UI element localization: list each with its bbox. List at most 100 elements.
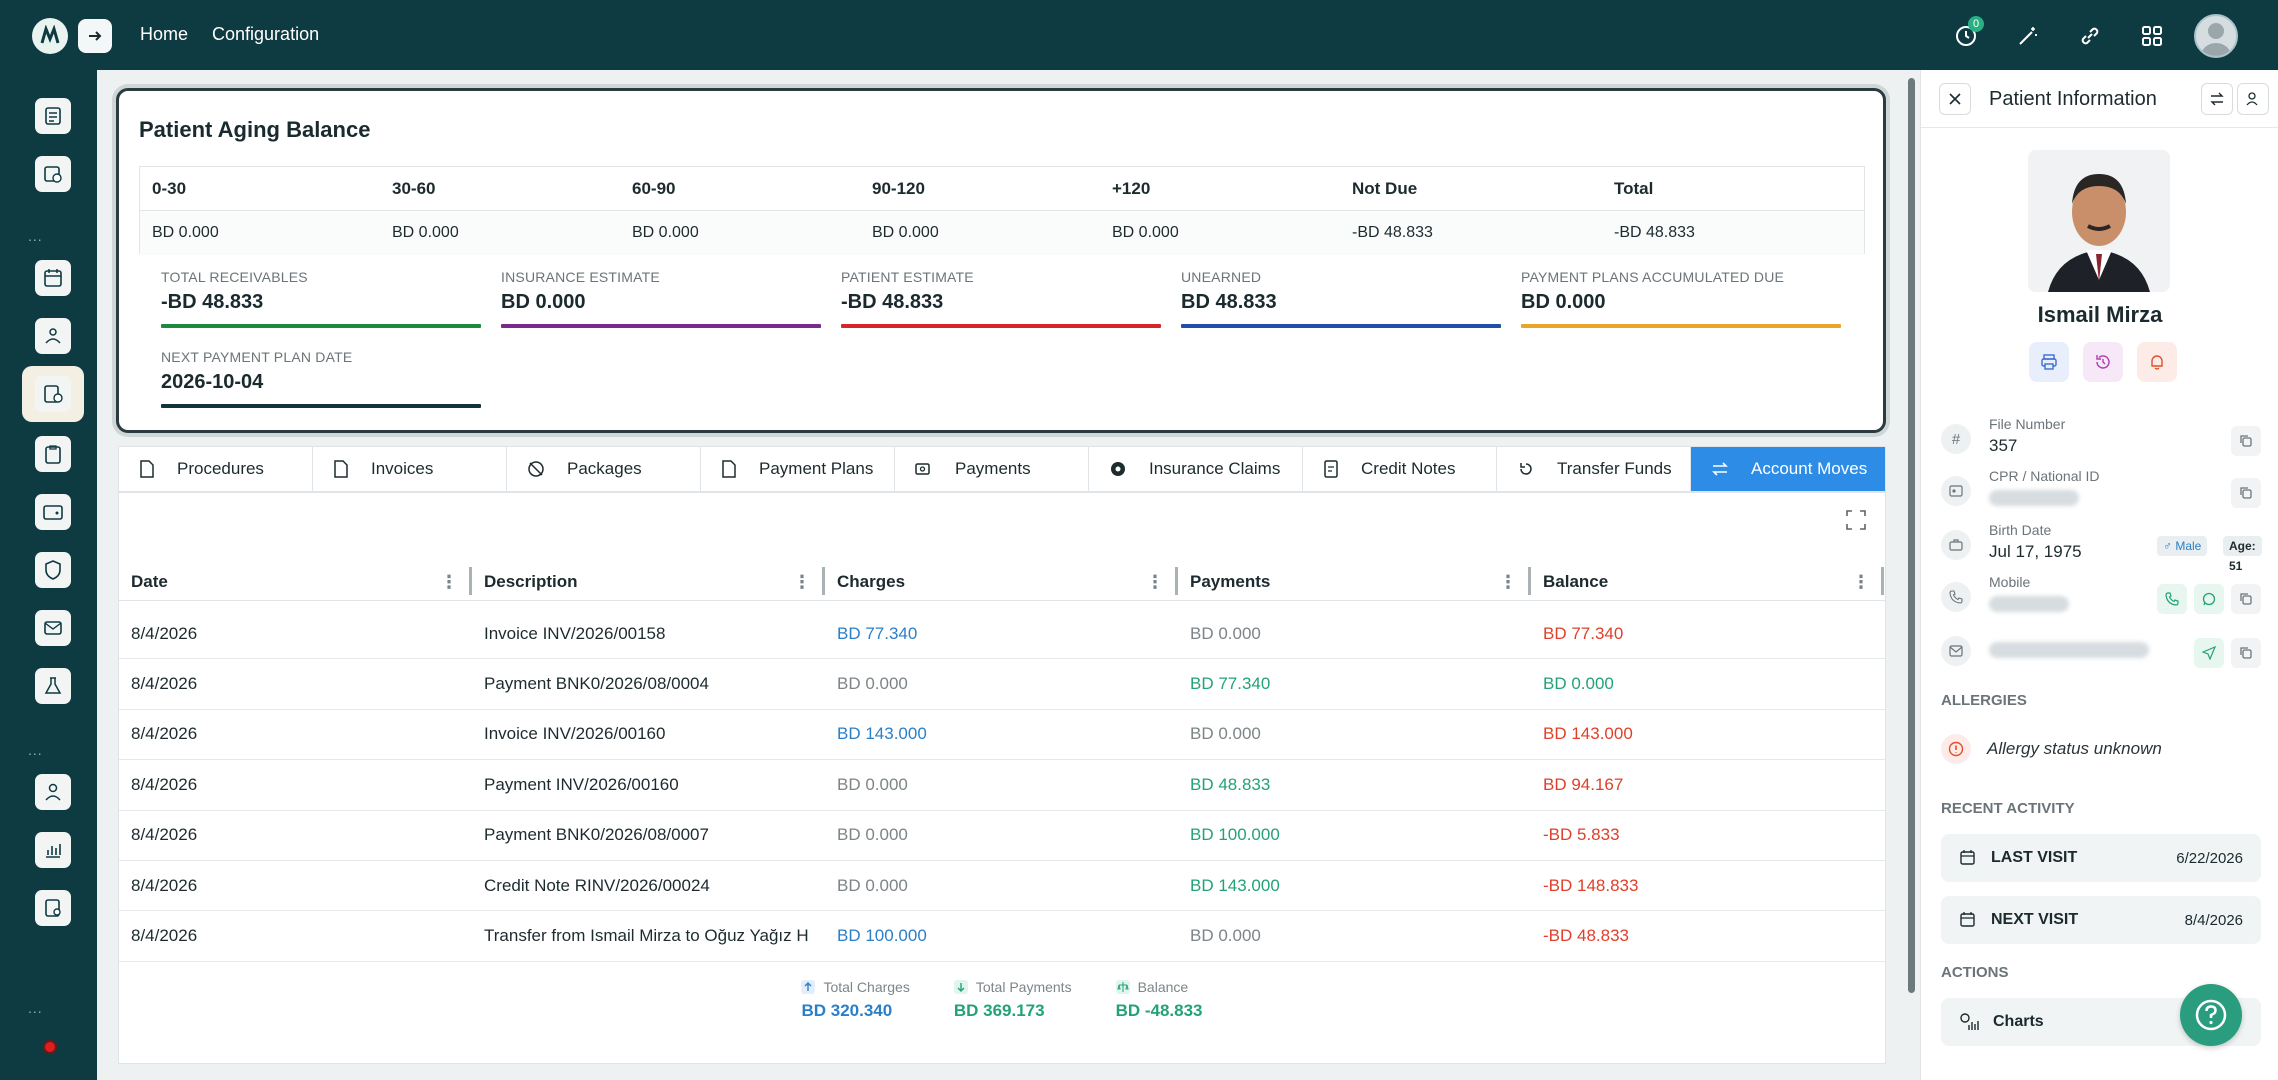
column-menu-icon[interactable]: ⋮ — [440, 571, 458, 592]
column-menu-icon[interactable]: ⋮ — [1852, 571, 1870, 592]
recording-indicator — [43, 1040, 57, 1054]
credit-note-icon — [1324, 460, 1338, 478]
tab-invoices[interactable]: Invoices — [313, 447, 507, 491]
next-visit-card[interactable]: NEXT VISIT 8/4/2026 — [1941, 896, 2261, 944]
user-avatar[interactable] — [2194, 14, 2238, 58]
tab-label: Account Moves — [1751, 459, 1868, 478]
sidebar-item-shield[interactable] — [22, 542, 84, 598]
cash-icon — [915, 463, 930, 475]
table-row[interactable]: 8/4/2026 Payment BNK0/2026/08/0007 BD 0.… — [119, 811, 1885, 861]
metric-bar — [161, 404, 481, 408]
table-row[interactable]: 8/4/2026 Invoice INV/2026/00160 BD 143.0… — [119, 710, 1885, 761]
sidebar-item-report[interactable] — [22, 822, 84, 878]
aging-header: Not Due — [1352, 178, 1418, 198]
sidebar-item-wallet[interactable] — [22, 484, 84, 540]
column-menu-icon[interactable]: ⋮ — [793, 571, 811, 592]
column-resize-handle[interactable] — [822, 567, 825, 595]
column-header-payments[interactable]: Payments ⋮ — [1178, 563, 1531, 601]
top-icons: 0 — [1946, 14, 2238, 58]
column-header-balance[interactable]: Balance ⋮ — [1531, 563, 1884, 601]
sidebar-item-dashboard[interactable] — [22, 88, 84, 144]
print-button[interactable] — [2029, 342, 2069, 382]
table-row[interactable]: 8/4/2026 Credit Note RINV/2026/00024 BD … — [119, 861, 1885, 912]
copy-button[interactable] — [2231, 478, 2261, 508]
tab-payments[interactable]: Payments — [895, 447, 1089, 491]
table-row[interactable]: 8/4/2026 Invoice INV/2026/00158 BD 77.34… — [119, 609, 1885, 660]
history-button[interactable] — [2083, 342, 2123, 382]
send-email-button[interactable] — [2194, 638, 2224, 668]
nav-configuration[interactable]: Configuration — [212, 24, 320, 44]
alert-button[interactable] — [2137, 342, 2177, 382]
copy-icon — [2240, 593, 2252, 605]
column-menu-icon[interactable]: ⋮ — [1146, 571, 1164, 592]
main-scrollbar[interactable] — [1908, 78, 1915, 993]
column-resize-handle[interactable] — [1528, 567, 1531, 595]
apps-grid-icon[interactable] — [2132, 16, 2172, 56]
birth-date-row: Birth Date Jul 17, 1975 ♂ Male Age: 51 — [1941, 520, 2262, 573]
lab-flask-icon — [44, 677, 62, 694]
mail-icon — [44, 621, 62, 635]
magic-wand-icon[interactable] — [2008, 16, 2048, 56]
cell-balance: BD 94.167 — [1543, 774, 1624, 794]
table-row[interactable]: 8/4/2026 Payment BNK0/2026/08/0004 BD 0.… — [119, 659, 1885, 710]
cell-description: Invoice INV/2026/00160 — [484, 724, 666, 744]
sidebar-toggle-button[interactable] — [78, 19, 112, 53]
sidebar-item-settings-doc[interactable] — [22, 880, 84, 936]
table-row[interactable]: 8/4/2026 Payment INV/2026/00160 BD 0.000… — [119, 760, 1885, 811]
tab-label: Procedures — [177, 459, 264, 478]
cell-description: Payment BNK0/2026/08/0004 — [484, 674, 709, 694]
metric-value: BD 0.000 — [501, 291, 586, 313]
total-balance-value: BD -48.833 — [1115, 1001, 1203, 1020]
aging-value: BD 0.000 — [632, 224, 699, 241]
column-resize-handle[interactable] — [469, 567, 472, 595]
sidebar-item-chart-doc[interactable] — [22, 146, 84, 202]
whatsapp-button[interactable] — [2194, 584, 2224, 614]
tab-packages[interactable]: Packages — [507, 447, 701, 491]
clock-icon[interactable]: 0 — [1946, 16, 1986, 56]
copy-button[interactable] — [2231, 584, 2261, 614]
charts-label: Charts — [1993, 1013, 2044, 1030]
patient-profile-button[interactable] — [2237, 83, 2269, 115]
help-button[interactable] — [2180, 984, 2242, 1046]
fullscreen-icon[interactable] — [1845, 509, 1867, 536]
table-row[interactable]: 8/4/2026 Transfer from Ismail Mirza to O… — [119, 911, 1885, 962]
tab-credit-notes[interactable]: Credit Notes — [1303, 447, 1497, 491]
close-panel-button[interactable] — [1939, 83, 1971, 115]
app-logo[interactable] — [32, 18, 68, 54]
clipboard-icon — [45, 445, 61, 464]
call-button[interactable] — [2157, 584, 2187, 614]
last-visit-card[interactable]: LAST VISIT 6/22/2026 — [1941, 834, 2261, 882]
document-icon — [140, 460, 154, 478]
tab-procedures[interactable]: Procedures — [119, 447, 313, 491]
column-menu-icon[interactable]: ⋮ — [1499, 571, 1517, 592]
sidebar-item-patients[interactable] — [22, 308, 84, 364]
column-header-charges[interactable]: Charges ⋮ — [825, 563, 1178, 601]
sidebar-item-billing[interactable] — [22, 366, 84, 422]
column-resize-handle[interactable] — [1881, 567, 1884, 595]
tab-account-moves[interactable]: Account Moves — [1691, 447, 1885, 491]
link-icon[interactable] — [2070, 16, 2110, 56]
metric-label: INSURANCE ESTIMATE — [501, 269, 660, 285]
nav-home[interactable]: Home — [140, 24, 189, 44]
copy-button[interactable] — [2231, 426, 2261, 456]
tab-payment-plans[interactable]: Payment Plans — [701, 447, 895, 491]
aging-header-row: 0-30 30-60 60-90 90-120 +120 Not Due Tot… — [140, 167, 1864, 211]
sidebar-item-doctor[interactable] — [22, 764, 84, 820]
sidebar-item-mail[interactable] — [22, 600, 84, 656]
metric-insurance-estimate: INSURANCE ESTIMATE BD 0.000 — [501, 269, 821, 328]
column-header-date[interactable]: Date ⋮ — [119, 563, 472, 601]
sidebar-item-lab[interactable] — [22, 658, 84, 714]
tab-transfer-funds[interactable]: Transfer Funds — [1497, 447, 1691, 491]
report-icon — [46, 844, 61, 858]
national-id-row: CPR / National ID — [1941, 466, 2261, 516]
copy-icon — [2240, 435, 2252, 447]
sidebar-item-calendar[interactable] — [22, 250, 84, 306]
panel-header: Patient Information — [1921, 70, 2278, 128]
switch-patient-button[interactable] — [2201, 83, 2233, 115]
column-resize-handle[interactable] — [1175, 567, 1178, 595]
column-header-description[interactable]: Description ⋮ — [472, 563, 825, 601]
tab-insurance-claims[interactable]: Insurance Claims — [1089, 447, 1303, 491]
file-number-value: 357 — [1989, 436, 2018, 455]
sidebar-item-clipboard[interactable] — [22, 426, 84, 482]
copy-button[interactable] — [2231, 638, 2261, 668]
